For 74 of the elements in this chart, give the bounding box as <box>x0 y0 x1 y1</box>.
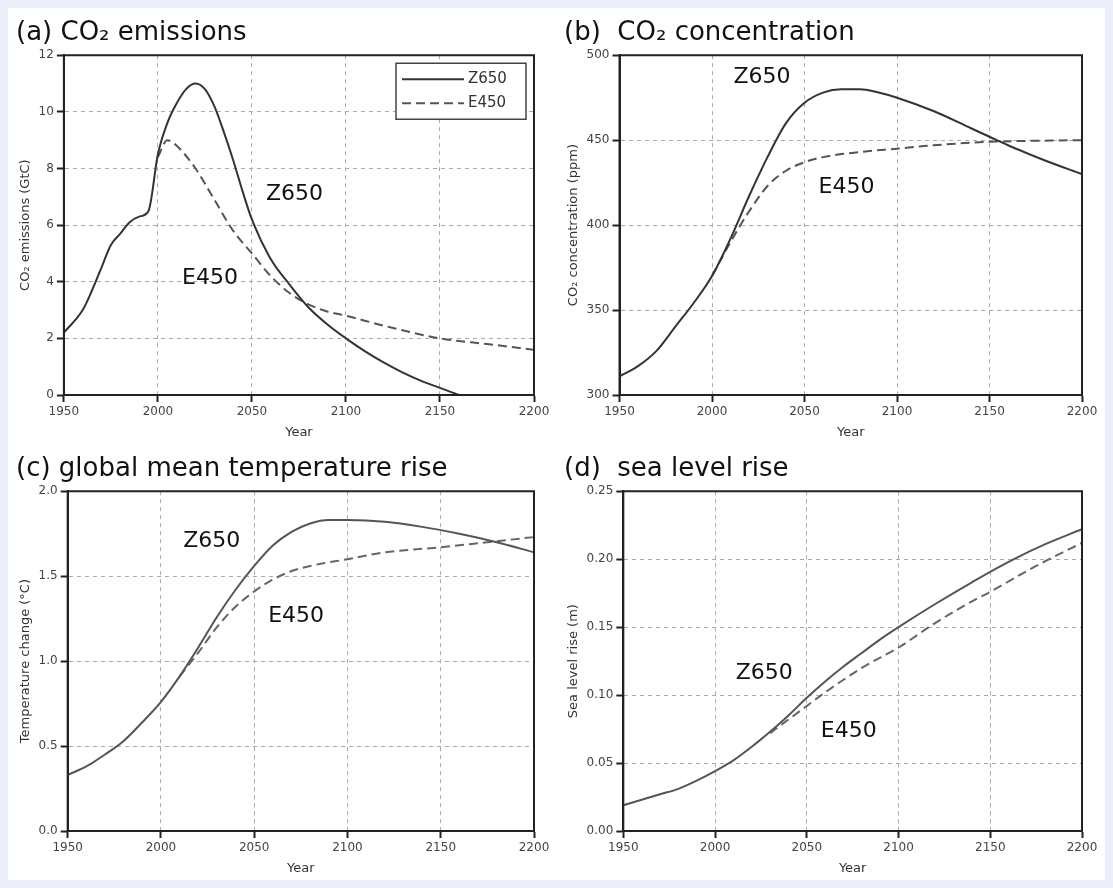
x-tick-label: 2200 <box>518 840 550 855</box>
x-tick-label: 1950 <box>52 840 83 855</box>
y-axis-title: Sea level rise (m) <box>565 604 581 719</box>
y-tick-label: 400 <box>586 217 610 232</box>
y-tick-label: 0 <box>46 387 54 402</box>
y-axis-title: CO₂ emissions (GtC) <box>17 159 33 291</box>
x-tick-label: 2100 <box>883 840 914 855</box>
x-axis-title: Year <box>835 423 866 439</box>
y-tick-label: 10 <box>38 103 54 118</box>
line-series <box>63 82 460 395</box>
x-tick-label: 2000 <box>696 404 728 419</box>
x-tick-label: 2050 <box>791 840 823 855</box>
y-tick-label: 0.0 <box>38 823 58 838</box>
series-label: Z650 <box>733 63 791 89</box>
y-tick-label: 0.15 <box>586 619 614 634</box>
x-tick-label: 2100 <box>330 404 362 419</box>
series-label: E450 <box>818 172 875 198</box>
x-tick-label: 2150 <box>974 840 1006 855</box>
text: E450 <box>182 264 238 290</box>
legend-label: E450 <box>468 93 507 112</box>
line-series <box>67 519 534 776</box>
series-label: E450 <box>820 716 877 742</box>
y-tick-label: 1.5 <box>38 568 58 583</box>
series-label: E450 <box>268 602 325 628</box>
y-tick-label: 12 <box>38 47 54 62</box>
x-tick-label: 1950 <box>604 404 635 419</box>
x-tick-label: 1950 <box>48 404 80 419</box>
y-axis-title: CO₂ concentration (ppm) <box>565 144 581 307</box>
x-tick-label: 2200 <box>518 404 550 419</box>
y-tick-label: 0.5 <box>38 738 58 753</box>
chart-title: (c) global mean temperature rise <box>16 452 448 483</box>
series-label: Z650 <box>735 658 793 684</box>
x-tick-label: 2200 <box>1066 404 1098 419</box>
x-tick-label: 2000 <box>142 404 174 419</box>
y-tick-label: 500 <box>586 47 610 62</box>
x-axis-title: Year <box>837 859 868 875</box>
text: Z650 <box>265 180 323 206</box>
x-tick-label: 2050 <box>236 404 268 419</box>
chart-title: (a) CO₂ emissions <box>16 16 247 47</box>
legend-label: Z650 <box>468 69 507 88</box>
y-tick-label: 0.25 <box>586 483 614 498</box>
x-tick-label: 2000 <box>699 840 731 855</box>
y-tick-label: 0.20 <box>586 551 614 566</box>
y-tick-label: 300 <box>586 387 610 402</box>
x-axis-title: Year <box>286 859 316 875</box>
y-tick-label: 6 <box>46 217 54 232</box>
y-tick-label: 0.05 <box>586 755 614 770</box>
y-tick-label: 350 <box>586 302 610 317</box>
line-series <box>156 139 534 351</box>
y-tick-label: 2 <box>46 330 54 345</box>
x-tick-label: 1950 <box>608 840 639 855</box>
chart-title: (b) CO₂ concentration <box>564 16 855 47</box>
x-axis-title: Year <box>284 423 314 439</box>
x-tick-label: 2200 <box>1066 840 1098 855</box>
chart-title: (d) sea level rise <box>564 452 789 483</box>
line-series <box>619 88 1082 378</box>
y-tick-label: 1.0 <box>38 653 58 668</box>
y-tick-label: 4 <box>46 273 54 288</box>
y-tick-label: 8 <box>46 160 54 175</box>
x-tick-label: 2000 <box>145 840 177 855</box>
x-tick-label: 2150 <box>424 404 456 419</box>
y-axis-title: Temperature change (°C) <box>17 579 33 745</box>
x-tick-label: 2150 <box>425 840 457 855</box>
y-tick-label: 450 <box>586 132 610 147</box>
y-tick-label: 2.0 <box>38 483 58 498</box>
x-tick-label: 2100 <box>332 840 363 855</box>
x-tick-label: 2100 <box>881 404 913 419</box>
x-tick-label: 2050 <box>789 404 820 419</box>
y-tick-label: 0.10 <box>586 687 614 702</box>
y-tick-label: 0.00 <box>586 823 614 838</box>
x-tick-label: 2050 <box>238 840 270 855</box>
series-label: Z650 <box>183 526 241 552</box>
x-tick-label: 2150 <box>974 404 1005 419</box>
line-series <box>623 528 1082 807</box>
